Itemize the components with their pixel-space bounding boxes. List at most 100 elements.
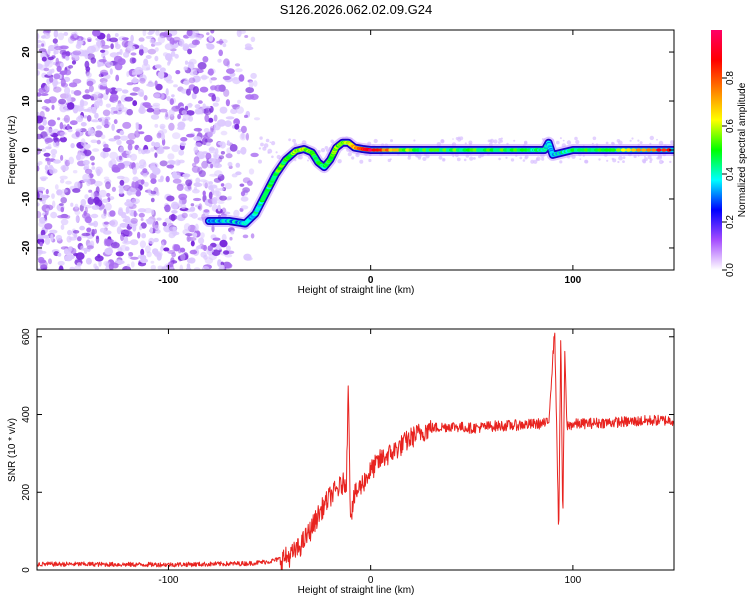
spectrogram-noise-cell [142, 173, 148, 178]
spectrogram-noise-cell [271, 141, 276, 146]
spectrogram-noise-cell [56, 65, 62, 72]
spectrogram-noise-cell [226, 68, 235, 74]
spectrogram-noise-cell [218, 187, 225, 191]
spectrogram-noise-cell [120, 135, 129, 141]
spectrogram-noise-cell [146, 251, 152, 258]
spectrogram-noise-cell [263, 143, 269, 148]
spectrogram-noise-cell [108, 160, 113, 168]
spectrogram-noise-cell [288, 138, 291, 142]
spectrogram-noise-cell [110, 43, 114, 50]
spectrogram-noise-cell [105, 88, 112, 93]
spectrogram-noise-cell [94, 255, 104, 262]
spectrogram-noise-cell [221, 233, 227, 242]
spectrogram-xtick-label: -100 [158, 275, 178, 286]
spectrogram-noise-cell [127, 132, 137, 140]
spectrogram-noise-cell [616, 139, 621, 143]
spectrogram-noise-cell [213, 114, 218, 122]
spectrogram-noise-cell [113, 110, 118, 114]
spectrogram-noise-cell [530, 159, 535, 164]
spectrogram-noise-cell [88, 189, 93, 193]
spectrogram-noise-cell [131, 181, 139, 189]
spectrogram-noise-cell [101, 213, 107, 219]
spectrogram-noise-cell [74, 203, 79, 210]
spectrogram-noise-cell [105, 181, 111, 190]
spectrogram-noise-cell [269, 141, 272, 144]
spectrogram-noise-cell [209, 184, 218, 189]
spectrogram-noise-cell [154, 55, 159, 62]
spectrogram-noise-cell [59, 62, 64, 68]
spectrogram-noise-cell [175, 105, 180, 110]
spectrogram-noise-cell [70, 202, 74, 207]
colorbar-label: Normalized spectral amplitude [737, 82, 748, 217]
spectrogram-noise-cell [210, 85, 217, 91]
spectrogram-noise-cell [307, 159, 309, 162]
spectrogram-noise-cell [179, 38, 185, 47]
spectrogram-noise-cell [137, 254, 146, 259]
spectrogram-noise-cell [194, 104, 201, 109]
spectrogram-noise-cell [217, 200, 225, 204]
spectrogram-noise-cell [204, 257, 214, 264]
spectrogram-noise-cell [180, 253, 186, 261]
spectrogram-noise-cell [68, 65, 74, 69]
spectrogram-noise-cell [162, 222, 167, 227]
spectrogram-noise-cell [114, 33, 119, 37]
spectrogram-noise-cell [138, 37, 145, 42]
spectrogram-noise-cell [119, 155, 122, 161]
spectrogram-noise-cell [359, 159, 364, 164]
spectrogram-noise-cell [66, 97, 72, 103]
spectrogram-noise-cell [598, 158, 601, 161]
spectrogram-noise-cell [103, 221, 110, 225]
spectrogram-noise-cell [519, 156, 523, 160]
spectrogram-noise-cell [233, 209, 240, 218]
spectrogram-noise-cell [72, 188, 81, 193]
spectrogram-noise-cell [88, 85, 94, 93]
spectrogram-noise-cell [103, 143, 109, 149]
spectrogram-noise-cell [46, 71, 53, 76]
spectrogram-noise-cell [75, 128, 82, 132]
spectrogram-noise-cell [150, 178, 157, 185]
spectrogram-noise-cell [94, 265, 99, 270]
spectrogram-noise-cell [125, 246, 130, 251]
spectrogram-noise-cell [237, 128, 242, 133]
spectrogram-noise-cell [177, 113, 182, 120]
spectrogram-noise-cell [45, 107, 50, 112]
spectrogram-noise-cell [100, 134, 106, 140]
spectrogram-noise-cell [90, 139, 98, 144]
spectrogram-noise-cell [639, 141, 643, 145]
spectrogram-noise-cell [217, 259, 222, 267]
spectrogram-noise-cell [236, 30, 242, 38]
spectrogram-noise-cell [216, 245, 222, 251]
spectrogram-noise-cell [239, 183, 245, 187]
spectrogram-noise-cell [105, 103, 111, 108]
spectrogram-noise-cell [82, 94, 92, 100]
spectrogram-noise-cell [53, 86, 62, 93]
spectrogram-noise-cell [57, 260, 65, 266]
spectrogram-noise-cell [212, 237, 221, 241]
spectrogram-noise-cell [56, 189, 63, 196]
spectrogram-noise-cell [37, 115, 44, 124]
spectrogram-noise-cell [211, 94, 216, 102]
spectrogram-noise-cell [129, 239, 139, 246]
spectrogram-noise-cell [234, 63, 241, 67]
spectrogram-noise-cell [168, 226, 177, 235]
snr-frame [36, 328, 675, 571]
spectrogram-noise-cell [86, 227, 92, 233]
spectrogram-noise-cell [117, 211, 127, 216]
spectrogram-noise-cell [236, 150, 241, 155]
spectrogram-noise-cell [242, 177, 251, 184]
spectrogram-noise-cell [224, 182, 233, 190]
spectrogram-noise-cell [208, 146, 215, 154]
spectrogram-noise-cell [584, 159, 589, 164]
spectrogram-xlabel: Height of straight line (km) [298, 285, 415, 296]
spectrogram-noise-cell [111, 123, 115, 131]
spectrogram-noise-cell [242, 234, 249, 239]
spectrogram-noise-cell [42, 119, 47, 126]
spectrogram-noise-cell [45, 146, 52, 150]
spectrogram-noise-cell [245, 87, 254, 94]
spectrogram-noise-cell [91, 44, 100, 52]
spectrogram-noise-cell [150, 260, 155, 264]
spectrogram-noise-cell [210, 128, 214, 133]
spectrogram-noise-cell [80, 245, 85, 251]
spectrogram-noise-cell [220, 261, 224, 266]
spectrogram-noise-cell [203, 107, 212, 116]
